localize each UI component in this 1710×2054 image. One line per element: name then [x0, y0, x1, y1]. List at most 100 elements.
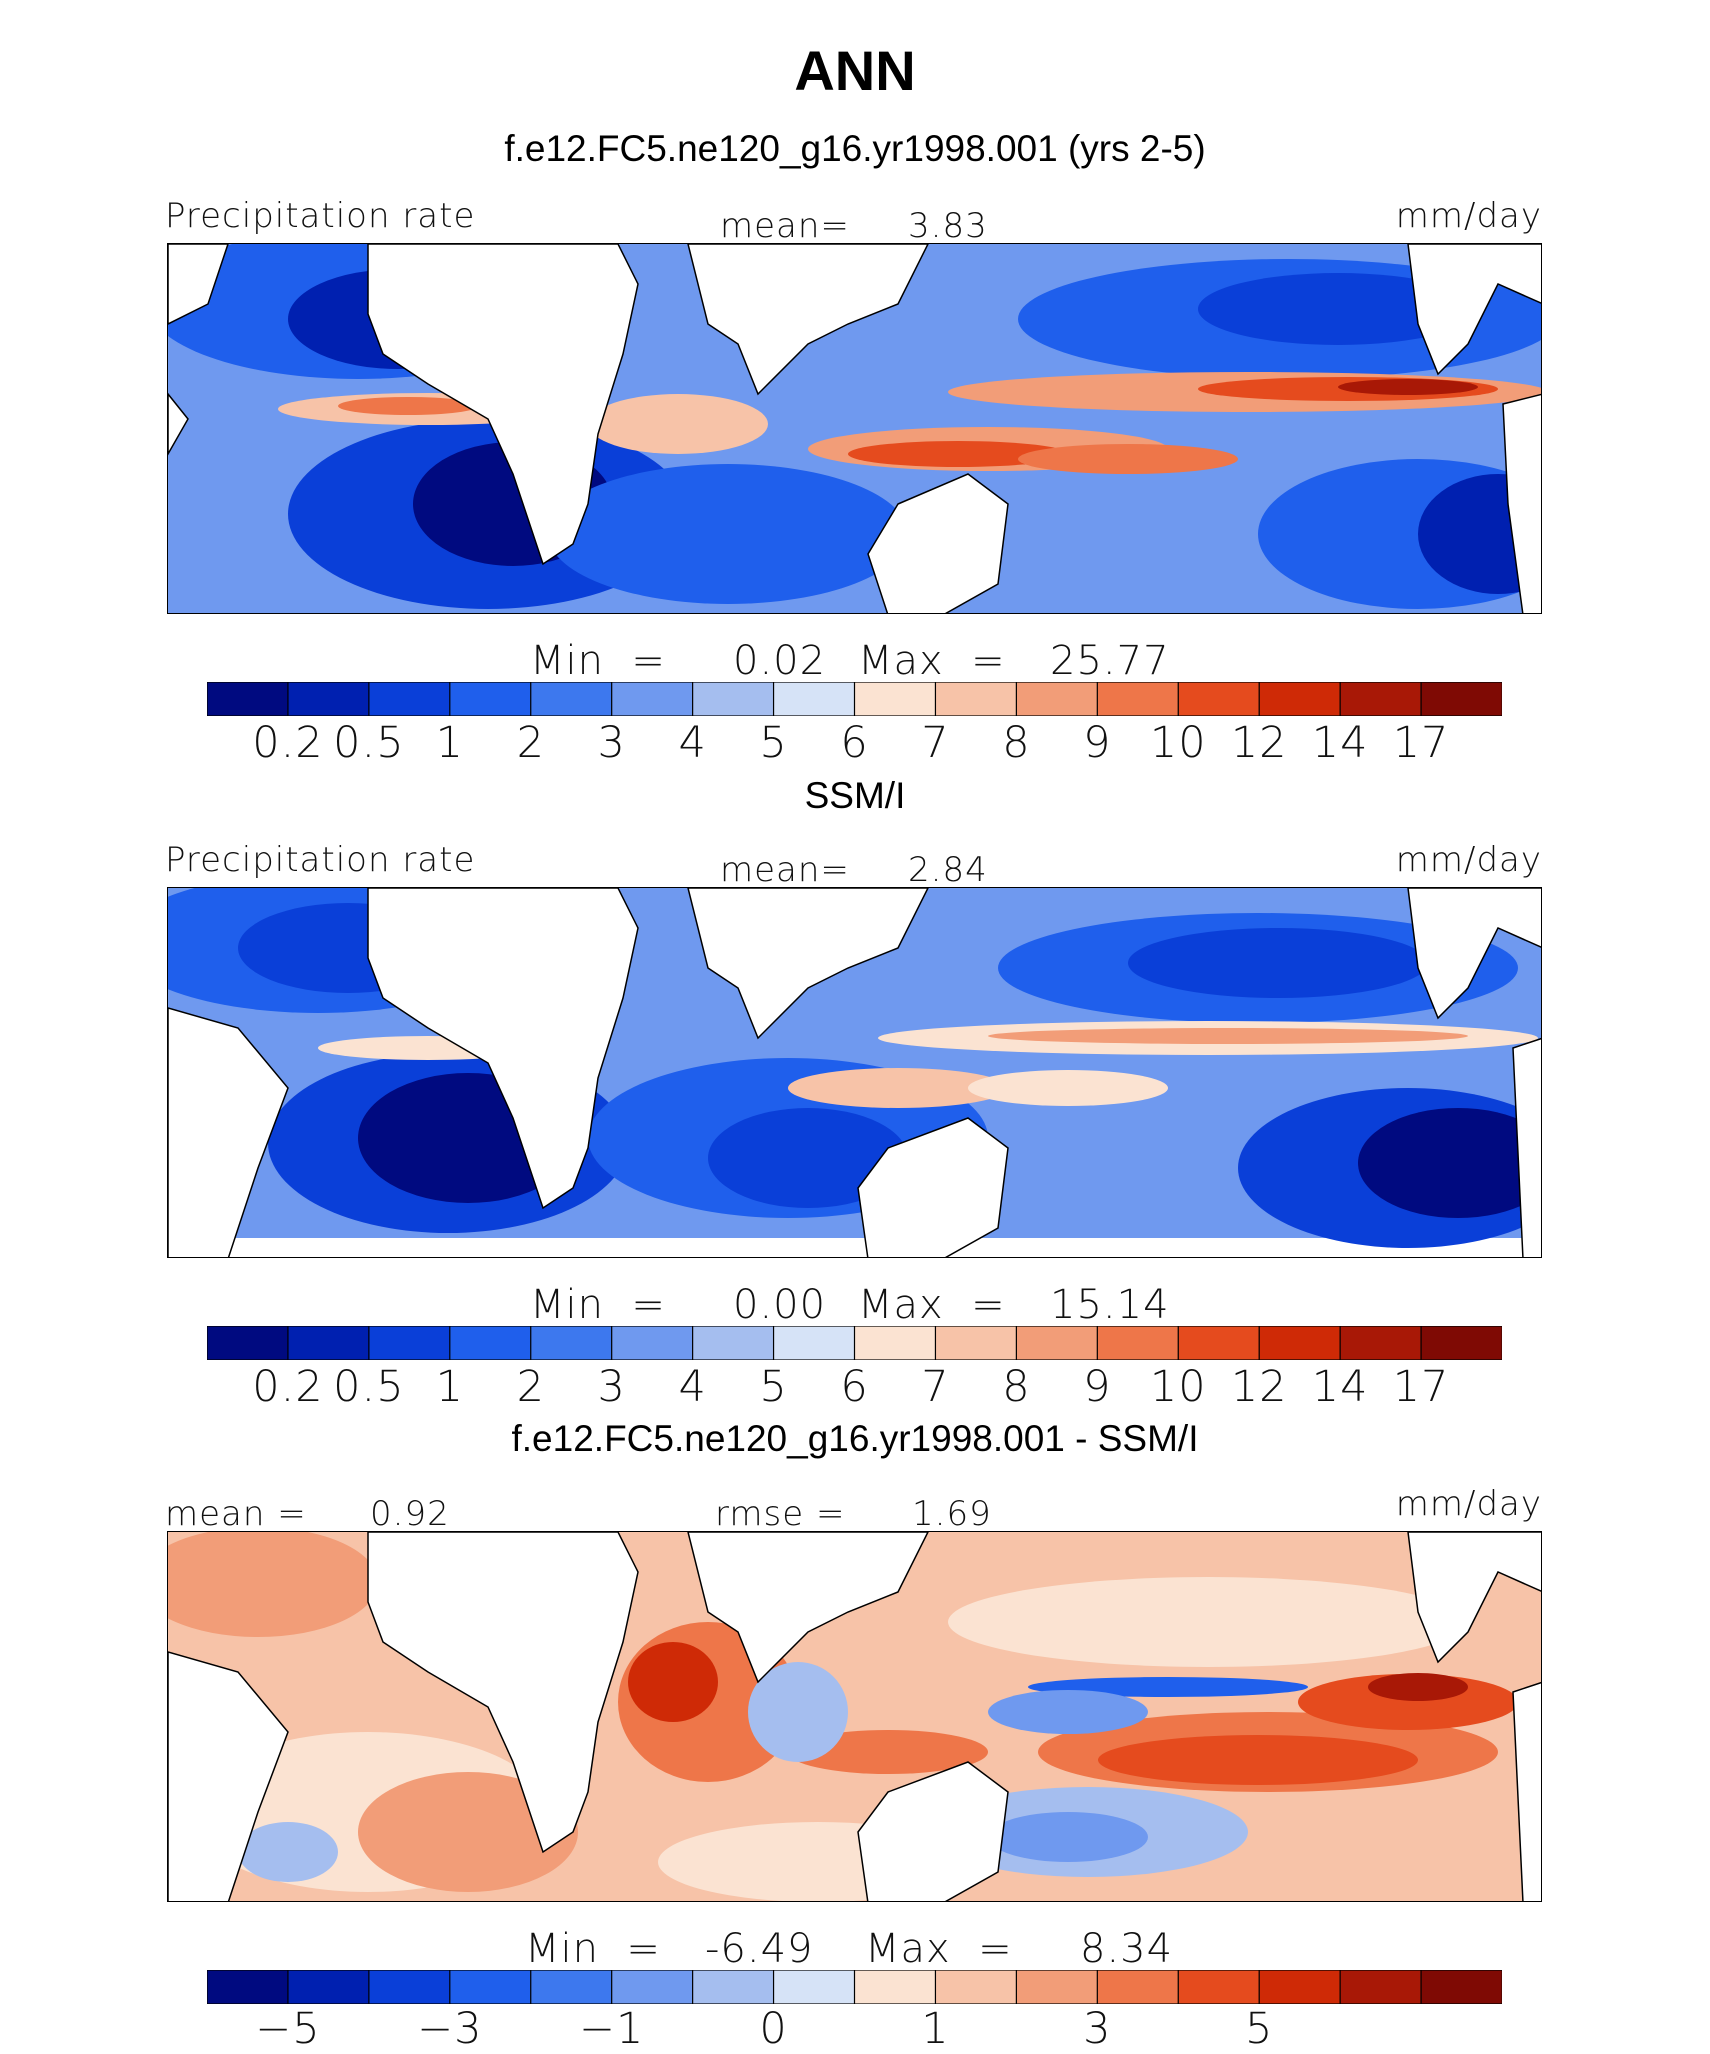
- colorbar-tick-label: 12: [1230, 1362, 1288, 1412]
- panel3-rmse-label: rmse =: [715, 1494, 846, 1534]
- page-title: ANN: [794, 39, 916, 102]
- colorbar-swatch: [1177, 682, 1261, 716]
- colorbar-tick-label: −1: [578, 2004, 645, 2054]
- panel1-colorbar-ticks: 0.2 0.5 1 2 3 4 5 6 7 8 9 10 12 14 17: [0, 718, 1710, 768]
- colorbar-tick-label: 5: [1245, 2004, 1274, 2054]
- panel1-units: mm/day: [1395, 196, 1542, 236]
- panel3-max-value: 8.34: [1080, 1926, 1174, 1972]
- colorbar-swatch: [853, 1970, 937, 2004]
- panel3-units: mm/day: [1395, 1484, 1542, 1524]
- colorbar-tick-label: 9: [1083, 718, 1112, 768]
- panel1-subtitle: f.e12.FC5.ne120_g16.yr1998.001 (yrs 2-5): [504, 128, 1206, 169]
- colorbar-swatch: [530, 1970, 613, 2004]
- colorbar-swatch: [692, 1326, 775, 1360]
- colorbar-tick-label: 0.5: [333, 1362, 405, 1412]
- colorbar-swatch: [1339, 1326, 1422, 1360]
- panel3-colorbar: [207, 1970, 1502, 2004]
- colorbar-swatch: [772, 682, 856, 716]
- panel3-max-label: Max =: [865, 1926, 1013, 1972]
- colorbar-swatch: [1420, 1970, 1502, 2004]
- colorbar-tick-label: 0.2: [252, 718, 324, 768]
- panel1-map: [167, 243, 1542, 614]
- colorbar-swatch: [772, 1326, 856, 1360]
- colorbar-swatch: [1258, 682, 1342, 716]
- colorbar-tick-label: 3: [1083, 2004, 1112, 2054]
- colorbar-swatch: [1015, 1970, 1099, 2004]
- colorbar-swatch: [611, 1326, 694, 1360]
- colorbar-swatch: [368, 1326, 451, 1360]
- colorbar-swatch: [368, 682, 451, 716]
- panel1-mean-value: 3.83: [908, 206, 988, 246]
- colorbar-tick-label: 7: [921, 1362, 950, 1412]
- panel1-min-label: Min =: [530, 638, 666, 684]
- colorbar-tick-label: 1: [435, 718, 464, 768]
- colorbar-tick-label: 8: [1002, 1362, 1031, 1412]
- colorbar-tick-label: 6: [840, 1362, 869, 1412]
- colorbar-swatch: [530, 1326, 613, 1360]
- panel3-rmse-value: 1.69: [912, 1494, 992, 1534]
- panel2-subtitle: SSM/I: [804, 775, 906, 816]
- panel2-field: [168, 888, 1541, 1257]
- panel2-map: [167, 887, 1542, 1258]
- colorbar-swatch: [853, 1326, 937, 1360]
- colorbar-swatch: [1339, 682, 1422, 716]
- panel2-min-value: 0.00: [733, 1282, 827, 1328]
- colorbar-swatch: [1015, 1326, 1099, 1360]
- colorbar-tick-label: 1: [435, 1362, 464, 1412]
- colorbar-tick-label: 5: [759, 1362, 788, 1412]
- colorbar-swatch: [1258, 1970, 1342, 2004]
- colorbar-swatch: [449, 682, 532, 716]
- colorbar-swatch: [692, 1970, 775, 2004]
- colorbar-swatch: [1096, 682, 1180, 716]
- panel1-colorbar: [207, 682, 1502, 716]
- panel2-max-value: 15.14: [1050, 1282, 1170, 1328]
- colorbar-tick-label: 2: [516, 718, 545, 768]
- colorbar-tick-label: 0: [759, 2004, 788, 2054]
- panel1-field: [168, 244, 1541, 613]
- colorbar-tick-label: 10: [1149, 718, 1207, 768]
- panel3-min-label: Min =: [525, 1926, 661, 1972]
- colorbar-swatch: [1420, 682, 1502, 716]
- panel2-colorbar: [207, 1326, 1502, 1360]
- colorbar-swatch: [368, 1970, 451, 2004]
- colorbar-swatch: [207, 1970, 289, 2004]
- panel2-min-label: Min =: [530, 1282, 666, 1328]
- colorbar-tick-label: 4: [678, 718, 707, 768]
- panel3-field: [168, 1532, 1541, 1901]
- panel1-max-label: Max =: [858, 638, 1006, 684]
- colorbar-swatch: [1420, 1326, 1502, 1360]
- colorbar-tick-label: −3: [417, 2004, 483, 2054]
- colorbar-tick-label: 5: [759, 718, 788, 768]
- colorbar-swatch: [1096, 1326, 1180, 1360]
- colorbar-tick-label: 1: [921, 2004, 950, 2054]
- colorbar-tick-label: 10: [1149, 1362, 1207, 1412]
- colorbar-tick-label: 0.5: [333, 718, 405, 768]
- colorbar-tick-label: 17: [1392, 1362, 1450, 1412]
- colorbar-swatch: [449, 1970, 532, 2004]
- colorbar-swatch: [1339, 1970, 1422, 2004]
- panel2-variable-label: Precipitation rate: [165, 840, 476, 880]
- colorbar-tick-label: 17: [1392, 718, 1450, 768]
- panel2-mean-label: mean=: [720, 850, 850, 890]
- panel3-min-value: -6.49: [705, 1926, 814, 1972]
- colorbar-swatch: [1015, 682, 1099, 716]
- colorbar-swatch: [287, 682, 370, 716]
- colorbar-tick-label: 6: [840, 718, 869, 768]
- colorbar-tick-label: 14: [1311, 718, 1369, 768]
- colorbar-tick-label: 14: [1311, 1362, 1369, 1412]
- colorbar-swatch: [692, 682, 775, 716]
- colorbar-tick-label: 0.2: [252, 1362, 324, 1412]
- panel1-mean-label: mean=: [720, 206, 850, 246]
- colorbar-swatch: [934, 1326, 1018, 1360]
- panel3-subtitle: f.e12.FC5.ne120_g16.yr1998.001 - SSM/I: [511, 1418, 1199, 1459]
- colorbar-tick-label: 12: [1230, 718, 1288, 768]
- colorbar-swatch: [1096, 1970, 1180, 2004]
- colorbar-swatch: [1258, 1326, 1342, 1360]
- colorbar-swatch: [207, 682, 289, 716]
- colorbar-swatch: [1177, 1970, 1261, 2004]
- panel3-map: [167, 1531, 1542, 1902]
- panel1-variable-label: Precipitation rate: [165, 196, 476, 236]
- colorbar-swatch: [449, 1326, 532, 1360]
- colorbar-tick-label: 3: [597, 1362, 626, 1412]
- panel3-mean-value: 0.92: [370, 1494, 450, 1534]
